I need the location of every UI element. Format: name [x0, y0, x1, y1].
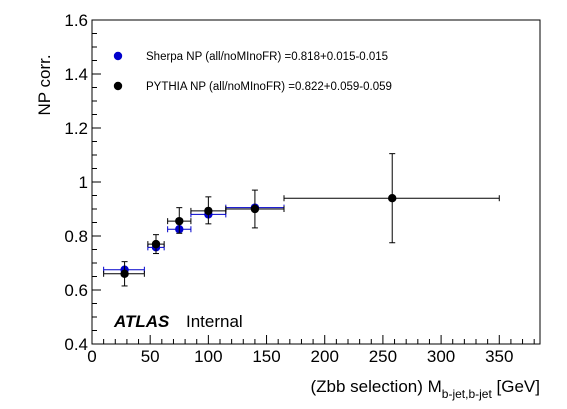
data-point — [120, 269, 129, 278]
series-sherpa — [103, 203, 285, 274]
y-tick-label: 0.4 — [64, 335, 88, 354]
legend-marker — [113, 51, 123, 61]
x-tick-label: 200 — [311, 347, 339, 366]
legend-entry: Sherpa NP (all/noMInoFR) =0.818+0.015-0.… — [146, 51, 388, 63]
series-pythia — [103, 153, 500, 287]
y-tick-label: 0.6 — [64, 281, 88, 300]
y-tick-label: 1 — [79, 173, 88, 192]
y-tick-label: 1.2 — [64, 119, 88, 138]
y-tick-label: 0.8 — [64, 227, 88, 246]
y-axis-label: NP corr. — [35, 54, 54, 115]
y-tick-label: 1.6 — [64, 11, 88, 30]
ticks-layer: 0 50 100 150 200 250 300 350 0.4 0.6 0.8 1 1.2 1.4 1.6 — [64, 11, 535, 366]
data-point — [151, 239, 161, 249]
plot-frame — [91, 19, 541, 345]
data-layer — [103, 153, 500, 287]
legend-entry: PYTHIA NP (all/noMInoFR) =0.822+0.059-0.… — [146, 81, 392, 93]
x-tick-label: 300 — [427, 347, 455, 366]
x-axis-label-subscript: b-jet,b-jet — [442, 387, 493, 401]
x-tick-label: 250 — [369, 347, 397, 366]
data-point — [204, 206, 213, 216]
legend: Sherpa NP (all/noMInoFR) =0.818+0.015-0.… — [113, 51, 392, 93]
x-axis-label-main: (Zbb selection) M — [310, 377, 441, 396]
internal-label: Internal — [186, 312, 243, 331]
x-tick-label: 0 — [87, 347, 96, 366]
data-point — [175, 216, 184, 226]
atlas-label: ATLAS — [113, 312, 170, 331]
x-tick-label: 50 — [141, 347, 160, 366]
x-axis-label: (Zbb selection) Mb-jet,b-jet [GeV] — [310, 377, 540, 401]
y-tick-label: 1.4 — [64, 65, 88, 84]
x-tick-label: 350 — [485, 347, 513, 366]
x-tick-label: 100 — [194, 347, 222, 366]
x-tick-label: 150 — [252, 347, 280, 366]
data-point — [250, 204, 260, 214]
data-point — [388, 194, 397, 203]
x-axis-label-unit: [GeV] — [492, 377, 540, 396]
legend-marker — [113, 81, 123, 91]
